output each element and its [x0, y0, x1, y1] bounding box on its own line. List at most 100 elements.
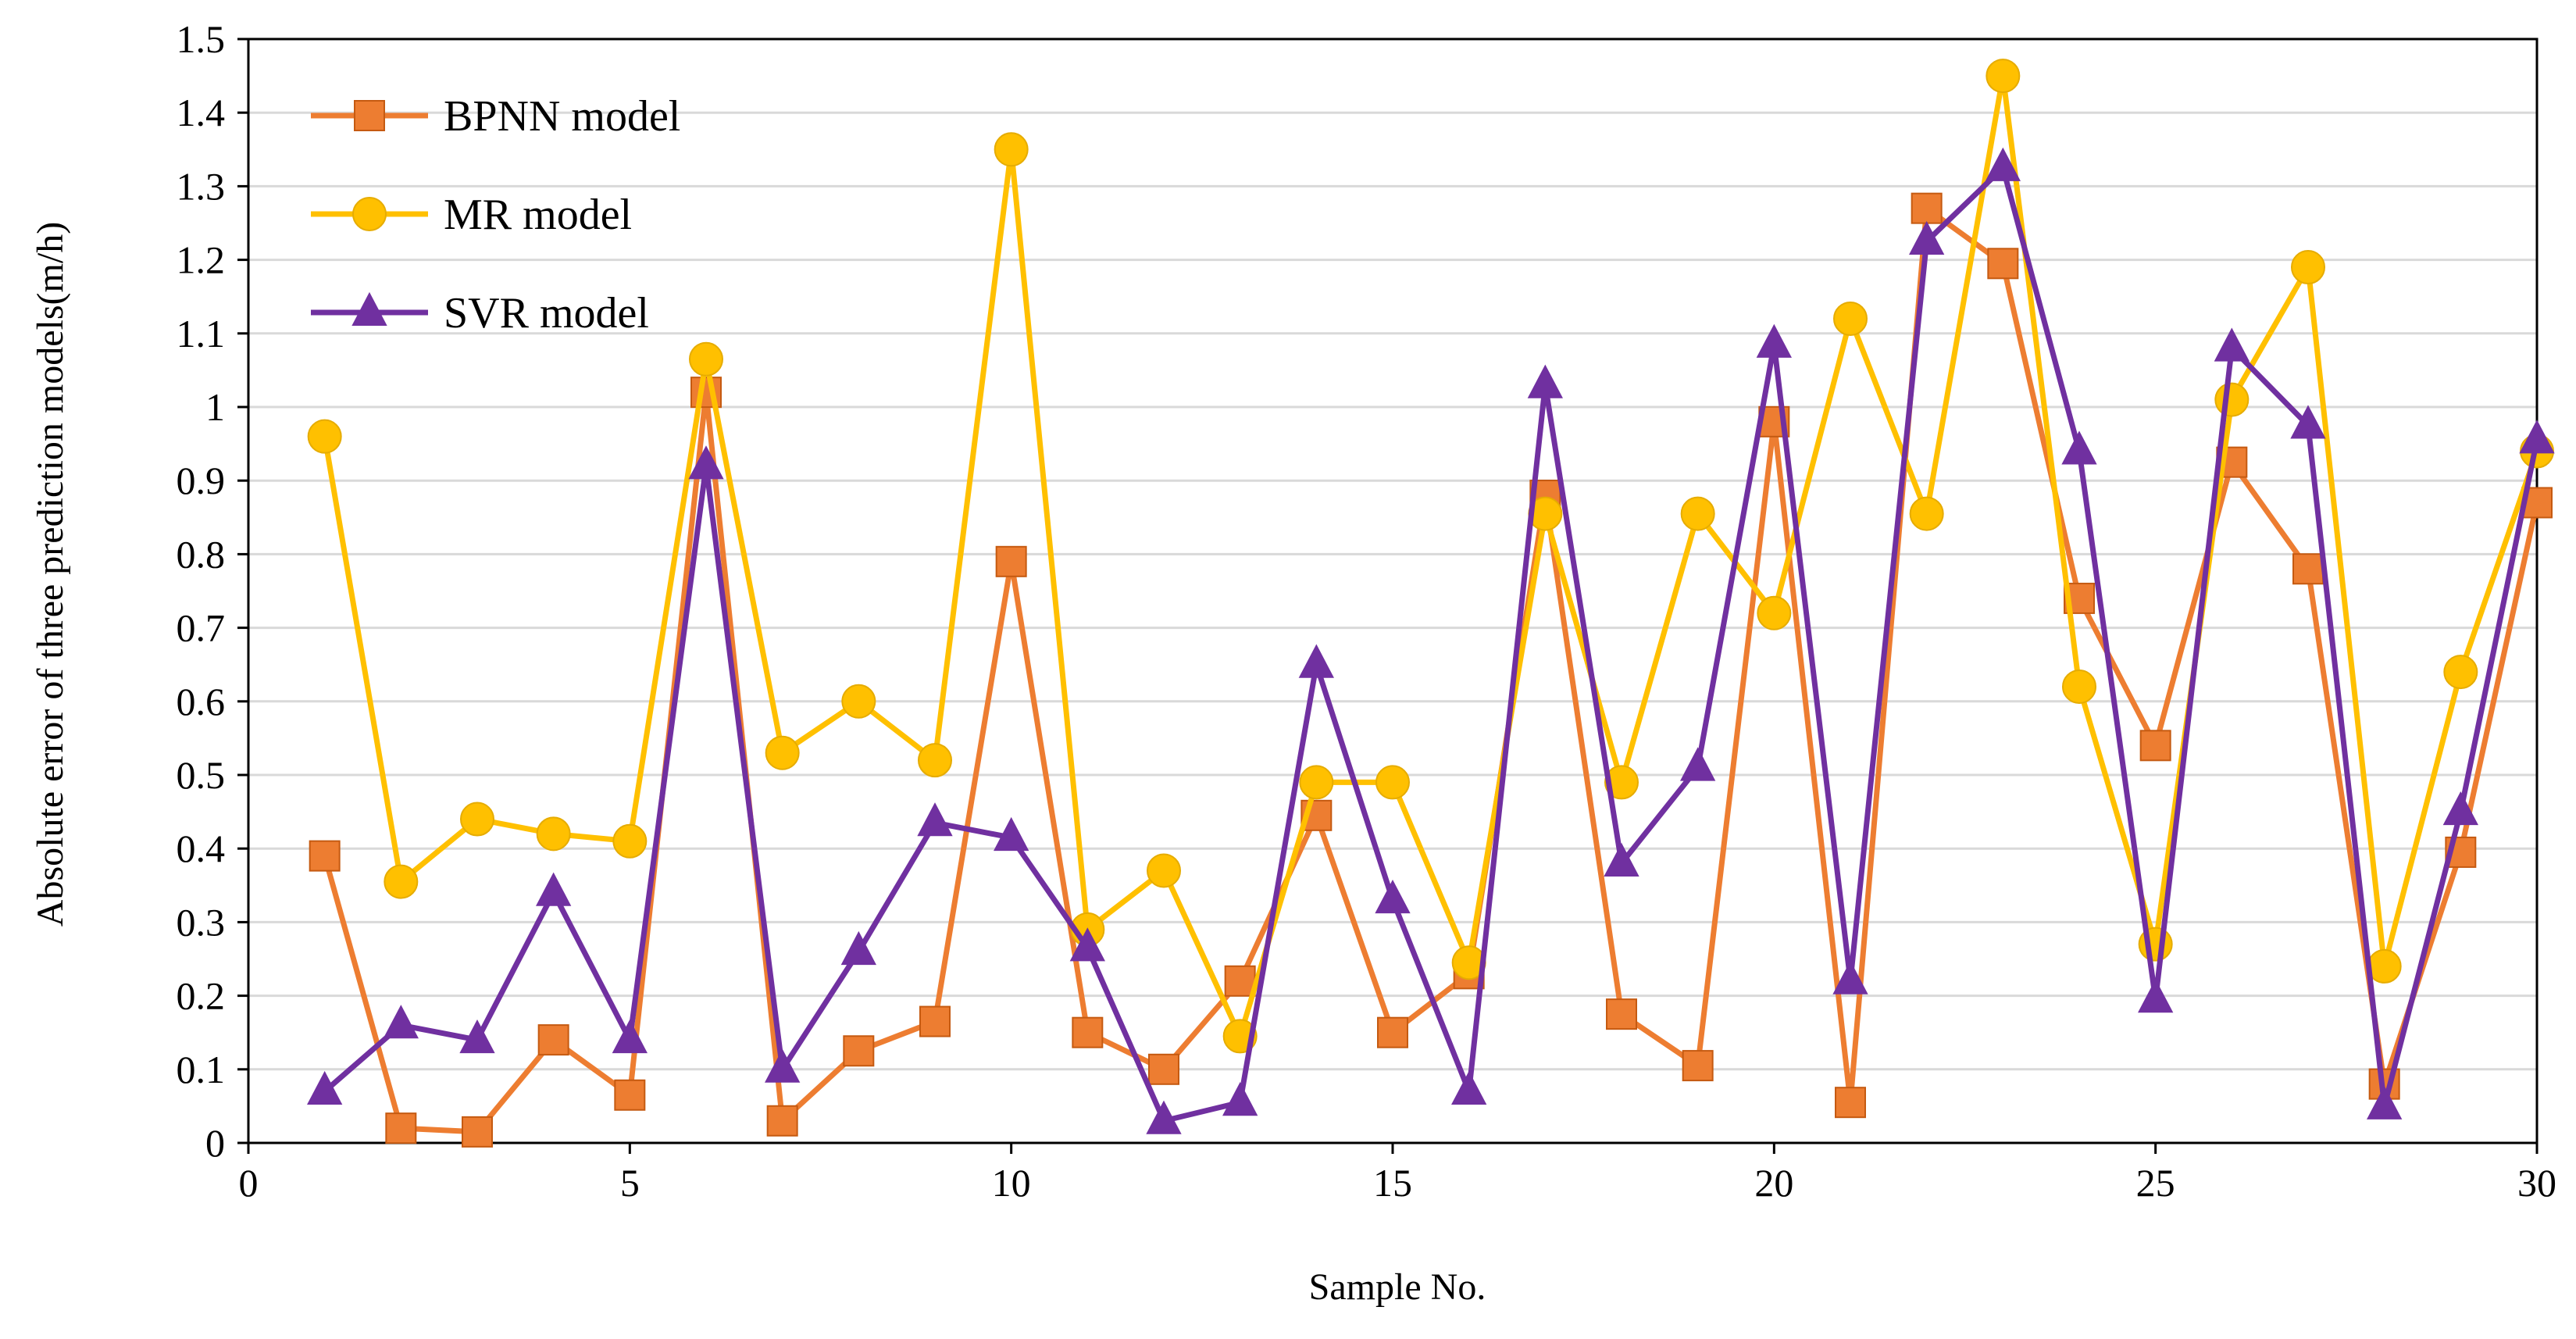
point-svr-23 — [1985, 147, 2021, 181]
y-tick-label-3: 0.3 — [177, 900, 226, 944]
point-bpnn-27 — [2292, 553, 2324, 585]
y-tick-label-13: 1.3 — [177, 164, 226, 208]
x-axis-title: Sample No. — [1309, 1266, 1486, 1308]
point-mr-23 — [1986, 59, 2021, 94]
point-bpnn-9 — [919, 1005, 951, 1037]
point-bpnn-15 — [1377, 1016, 1408, 1048]
point-svr-8 — [840, 930, 876, 966]
point-mr-9 — [918, 743, 952, 778]
x-tick-label-2: 10 — [992, 1161, 1031, 1205]
point-svr-4 — [536, 872, 572, 906]
y-tick-label-2: 0.2 — [177, 974, 226, 1018]
point-svr-11 — [1069, 927, 1105, 962]
y-tick-label-4: 0.4 — [177, 827, 226, 870]
point-mr-4 — [536, 816, 571, 852]
point-svr-10 — [994, 816, 1029, 852]
point-svr-18 — [1604, 842, 1639, 877]
legend-marker-svr — [351, 291, 387, 326]
point-svr-26 — [2214, 327, 2250, 362]
point-bpnn-25 — [2139, 730, 2171, 762]
point-svr-25 — [2138, 979, 2174, 1013]
y-tick-label-11: 1.1 — [177, 312, 226, 355]
legend-marker-mr — [352, 197, 387, 231]
series-mr — [307, 59, 2554, 1054]
point-bpnn-12 — [1148, 1053, 1179, 1085]
x-tick-label-3: 15 — [1373, 1161, 1412, 1205]
legend-marker-bpnn — [354, 100, 385, 131]
point-svr-14 — [1298, 644, 1334, 678]
point-svr-27 — [2290, 405, 2326, 439]
x-tick-label-4: 20 — [1754, 1161, 1793, 1205]
point-svr-30 — [2519, 420, 2555, 454]
series-svr — [307, 147, 2555, 1134]
point-mr-15 — [1375, 765, 1410, 800]
point-bpnn-14 — [1300, 799, 1333, 831]
point-svr-19 — [1680, 747, 1716, 781]
point-bpnn-5 — [614, 1079, 646, 1111]
point-svr-3 — [459, 1019, 495, 1054]
y-tick-label-7: 0.7 — [177, 606, 226, 650]
y-tick-label-8: 0.8 — [177, 532, 226, 576]
y-axis-title: Absolute error of three prediction model… — [30, 222, 71, 927]
point-mr-14 — [1299, 765, 1334, 800]
point-bpnn-2 — [385, 1112, 417, 1144]
point-svr-22 — [1909, 220, 1945, 255]
point-mr-24 — [2062, 669, 2096, 704]
point-mr-7 — [765, 735, 800, 770]
point-mr-1 — [307, 419, 342, 454]
point-bpnn-19 — [1682, 1050, 1714, 1082]
point-svr-9 — [917, 802, 953, 837]
x-tick-label-5: 25 — [2136, 1161, 2175, 1205]
x-tick-label-0: 0 — [239, 1161, 259, 1205]
y-tick-label-12: 1.2 — [177, 238, 226, 282]
point-mr-27 — [2291, 250, 2325, 285]
point-svr-24 — [2061, 430, 2097, 465]
point-svr-17 — [1527, 364, 1563, 398]
point-svr-1 — [307, 1070, 343, 1105]
point-svr-28 — [2367, 1085, 2403, 1119]
legend-label-bpnn: BPNN model — [444, 92, 680, 141]
point-mr-18 — [1604, 765, 1639, 800]
y-tick-label-10: 1 — [205, 385, 225, 429]
point-bpnn-8 — [843, 1035, 875, 1067]
point-svr-5 — [612, 1019, 648, 1054]
point-svr-16 — [1451, 1070, 1487, 1105]
series-layer — [307, 59, 2555, 1148]
point-mr-3 — [460, 802, 494, 837]
point-mr-22 — [1909, 496, 1944, 531]
y-tick-label-5: 0.5 — [177, 753, 226, 797]
point-bpnn-23 — [1987, 248, 2019, 280]
y-tick-label-9: 0.9 — [177, 459, 226, 502]
point-svr-12 — [1146, 1100, 1182, 1134]
point-mr-12 — [1147, 853, 1181, 888]
y-tick-label-0: 0 — [205, 1121, 225, 1165]
point-mr-10 — [994, 132, 1029, 167]
point-mr-21 — [1833, 301, 1868, 336]
point-bpnn-7 — [766, 1105, 798, 1137]
point-bpnn-13 — [1224, 965, 1256, 997]
point-mr-28 — [2367, 948, 2402, 984]
legend-item-bpnn: BPNN model — [311, 92, 680, 141]
point-mr-29 — [2443, 655, 2478, 690]
legend-label-svr: SVR model — [444, 289, 649, 337]
axis-layer: 0 5 10 15 20 25 30 0 0.1 0.2 0.3 0.4 0.5 0.6 0.7 0.8 0.9… — [177, 17, 2557, 1205]
y-tick-label-6: 0.6 — [177, 680, 226, 723]
point-svr-13 — [1222, 1082, 1258, 1116]
point-mr-2 — [384, 864, 419, 899]
legend-layer: BPNN model MR model SVR model — [311, 92, 680, 337]
legend-item-mr: MR model — [311, 191, 632, 239]
point-svr-6 — [688, 445, 724, 480]
point-mr-8 — [841, 684, 876, 719]
point-svr-2 — [383, 1005, 419, 1039]
y-tick-label-14: 1.4 — [177, 91, 226, 134]
y-tick-label-15: 1.5 — [177, 17, 226, 61]
point-mr-19 — [1680, 496, 1715, 531]
point-svr-15 — [1375, 879, 1411, 914]
point-svr-20 — [1756, 323, 1792, 358]
point-bpnn-10 — [995, 545, 1027, 577]
point-svr-21 — [1832, 960, 1868, 994]
point-bpnn-21 — [1835, 1087, 1866, 1119]
point-bpnn-3 — [462, 1116, 493, 1148]
